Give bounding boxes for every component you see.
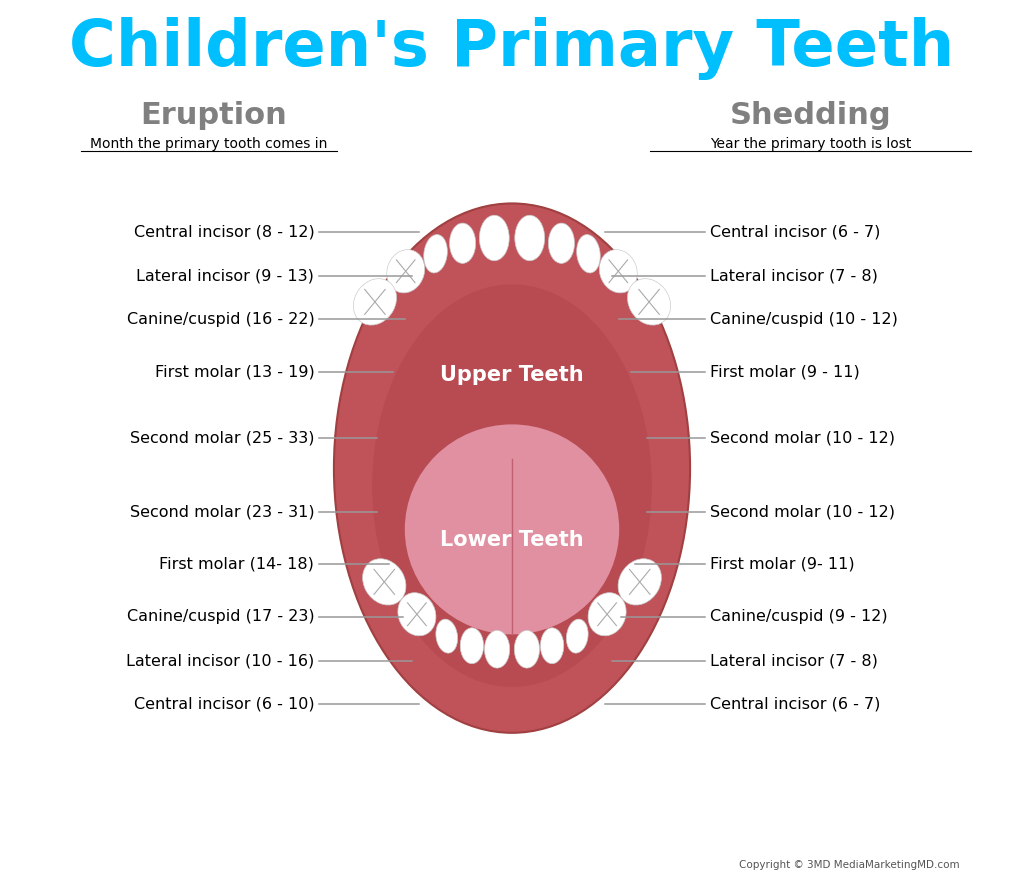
Text: Lateral incisor (9 - 13): Lateral incisor (9 - 13) [136,268,314,284]
Text: Lateral incisor (7 - 8): Lateral incisor (7 - 8) [710,653,878,668]
Ellipse shape [541,628,564,663]
Ellipse shape [479,215,509,261]
Ellipse shape [515,215,545,261]
Text: Year the primary tooth is lost: Year the primary tooth is lost [710,137,911,151]
Ellipse shape [577,234,600,273]
Text: First molar (13 - 19): First molar (13 - 19) [155,364,314,380]
Text: Month the primary tooth comes in: Month the primary tooth comes in [90,137,328,151]
Text: Central incisor (8 - 12): Central incisor (8 - 12) [133,224,314,240]
Text: Lower Teeth: Lower Teeth [440,530,584,550]
Ellipse shape [436,620,458,653]
Ellipse shape [362,559,406,605]
Ellipse shape [514,630,540,668]
Text: Lateral incisor (7 - 8): Lateral incisor (7 - 8) [710,268,878,284]
Text: Canine/cuspid (10 - 12): Canine/cuspid (10 - 12) [710,312,897,327]
Text: Central incisor (6 - 10): Central incisor (6 - 10) [134,696,314,712]
Ellipse shape [549,223,574,263]
Text: Children's Primary Teeth: Children's Primary Teeth [70,17,954,80]
Text: Second molar (10 - 12): Second molar (10 - 12) [710,504,895,520]
Text: Upper Teeth: Upper Teeth [440,365,584,384]
Ellipse shape [460,628,483,663]
Ellipse shape [450,223,475,263]
Text: Second molar (23 - 31): Second molar (23 - 31) [130,504,314,520]
Text: First molar (14- 18): First molar (14- 18) [160,556,314,572]
Ellipse shape [484,630,510,668]
Text: Central incisor (6 - 7): Central incisor (6 - 7) [710,696,880,712]
Ellipse shape [404,424,620,634]
Ellipse shape [588,592,626,636]
Ellipse shape [599,249,637,293]
Text: Canine/cuspid (9 - 12): Canine/cuspid (9 - 12) [710,609,887,625]
Text: Second molar (25 - 33): Second molar (25 - 33) [130,430,314,445]
Text: First molar (9- 11): First molar (9- 11) [710,556,854,572]
Text: Copyright © 3MD MediaMarketingMD.com: Copyright © 3MD MediaMarketingMD.com [739,859,959,870]
Text: Lateral incisor (10 - 16): Lateral incisor (10 - 16) [126,653,314,668]
Ellipse shape [566,620,588,653]
Ellipse shape [628,278,671,326]
Text: Shedding: Shedding [729,101,891,130]
Ellipse shape [387,249,425,293]
Text: Central incisor (6 - 7): Central incisor (6 - 7) [710,224,880,240]
Text: Canine/cuspid (16 - 22): Canine/cuspid (16 - 22) [127,312,314,327]
Ellipse shape [372,284,652,687]
Text: Eruption: Eruption [140,101,287,130]
Text: First molar (9 - 11): First molar (9 - 11) [710,364,859,380]
Text: Canine/cuspid (17 - 23): Canine/cuspid (17 - 23) [127,609,314,625]
Ellipse shape [398,592,436,636]
Ellipse shape [618,559,662,605]
Ellipse shape [424,234,447,273]
Text: Second molar (10 - 12): Second molar (10 - 12) [710,430,895,445]
Ellipse shape [334,204,690,733]
Ellipse shape [353,278,396,326]
